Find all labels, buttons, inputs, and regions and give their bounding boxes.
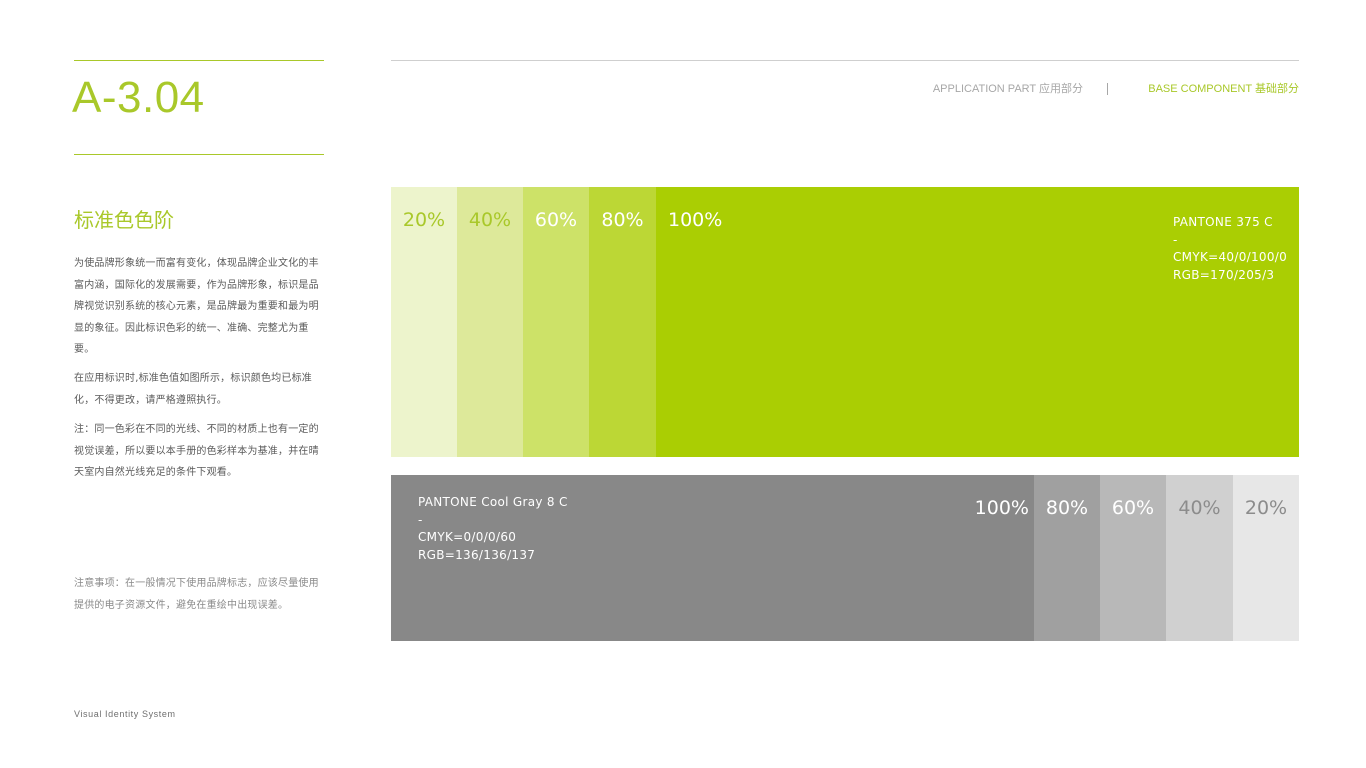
footer-text: Visual Identity System xyxy=(74,709,176,719)
nav-application-part[interactable]: APPLICATION PART 应用部分 xyxy=(932,83,1083,95)
note-paragraph: 注意事项：在一般情况下使用品牌标志，应该尽量使用提供的电子资源文件，避免在重绘中… xyxy=(74,578,319,611)
usage-paragraph: 在应用标识时,标准色值如图所示，标识颜色均已标准化，不得更改，请严格遵照执行。 xyxy=(74,373,312,406)
tint-label: 80% xyxy=(601,209,644,231)
green-rgb: RGB=170/205/3 xyxy=(1173,267,1275,282)
gray-color-spec: PANTONE Cool Gray 8 C - CMYK=0/0/0/60 RG… xyxy=(418,494,568,564)
gray-swatch-60: 60% xyxy=(1100,475,1166,641)
green-color-spec: PANTONE 375 C - CMYK=40/0/100/0 RGB=170/… xyxy=(1173,214,1287,284)
gray-rgb: RGB=136/136/137 xyxy=(418,547,536,562)
tint-label: 20% xyxy=(1244,497,1288,519)
tint-label: 100% xyxy=(668,209,723,231)
remark-paragraph: 注：同一色彩在不同的光线、不同的材质上也有一定的视觉误差，所以要以本手册的色彩样… xyxy=(74,424,319,478)
intro-paragraph: 为使品牌形象统一而富有变化，体现品牌企业文化的丰富内涵，国际化的发展需要，作为品… xyxy=(74,258,319,355)
page-code: A-3.04 xyxy=(72,73,205,122)
tint-label: 40% xyxy=(1178,497,1221,519)
tint-label: 40% xyxy=(468,209,512,231)
nav-base-component[interactable]: BASE COMPONENT 基础部分 xyxy=(1148,83,1299,95)
spec-separator: - xyxy=(1173,232,1178,247)
gray-scale: 100% 80% 60% 40% 20% PANTONE Cool Gray 8… xyxy=(391,475,1299,641)
section-title: 标准色色阶 xyxy=(74,208,174,232)
tint-label: 100% xyxy=(974,497,1029,519)
gray-swatch-80: 80% xyxy=(1034,475,1100,641)
header-rule xyxy=(391,60,1299,61)
title-top-rule xyxy=(74,60,324,61)
tint-label: 60% xyxy=(534,209,578,231)
gray-swatch-100: 100% xyxy=(391,475,1034,641)
tint-label: 20% xyxy=(402,209,446,231)
title-bottom-rule xyxy=(74,154,324,155)
green-swatch-80: 80% xyxy=(589,187,656,457)
header-nav: APPLICATION PART 应用部分 BASE COMPONENT 基础部… xyxy=(900,80,1299,98)
tint-label: 60% xyxy=(1111,497,1155,519)
green-pantone-name: PANTONE 375 C xyxy=(1173,215,1273,229)
green-swatch-100: 100% xyxy=(656,187,1299,457)
spec-separator: - xyxy=(418,512,423,527)
nav-divider xyxy=(1107,83,1108,95)
gray-swatch-40: 40% xyxy=(1166,475,1233,641)
green-swatch-40: 40% xyxy=(457,187,523,457)
green-cmyk: CMYK=40/0/100/0 xyxy=(1173,250,1288,264)
green-swatch-20: 20% xyxy=(391,187,457,457)
gray-swatch-20: 20% xyxy=(1233,475,1299,641)
gray-pantone-name: PANTONE Cool Gray 8 C xyxy=(418,495,568,509)
tint-label: 80% xyxy=(1045,497,1089,519)
green-swatch-60: 60% xyxy=(523,187,589,457)
gray-cmyk: CMYK=0/0/0/60 xyxy=(418,530,517,544)
green-scale: 20% 40% 60% 80% 100% PANTONE 375 C - CMY… xyxy=(391,187,1299,457)
